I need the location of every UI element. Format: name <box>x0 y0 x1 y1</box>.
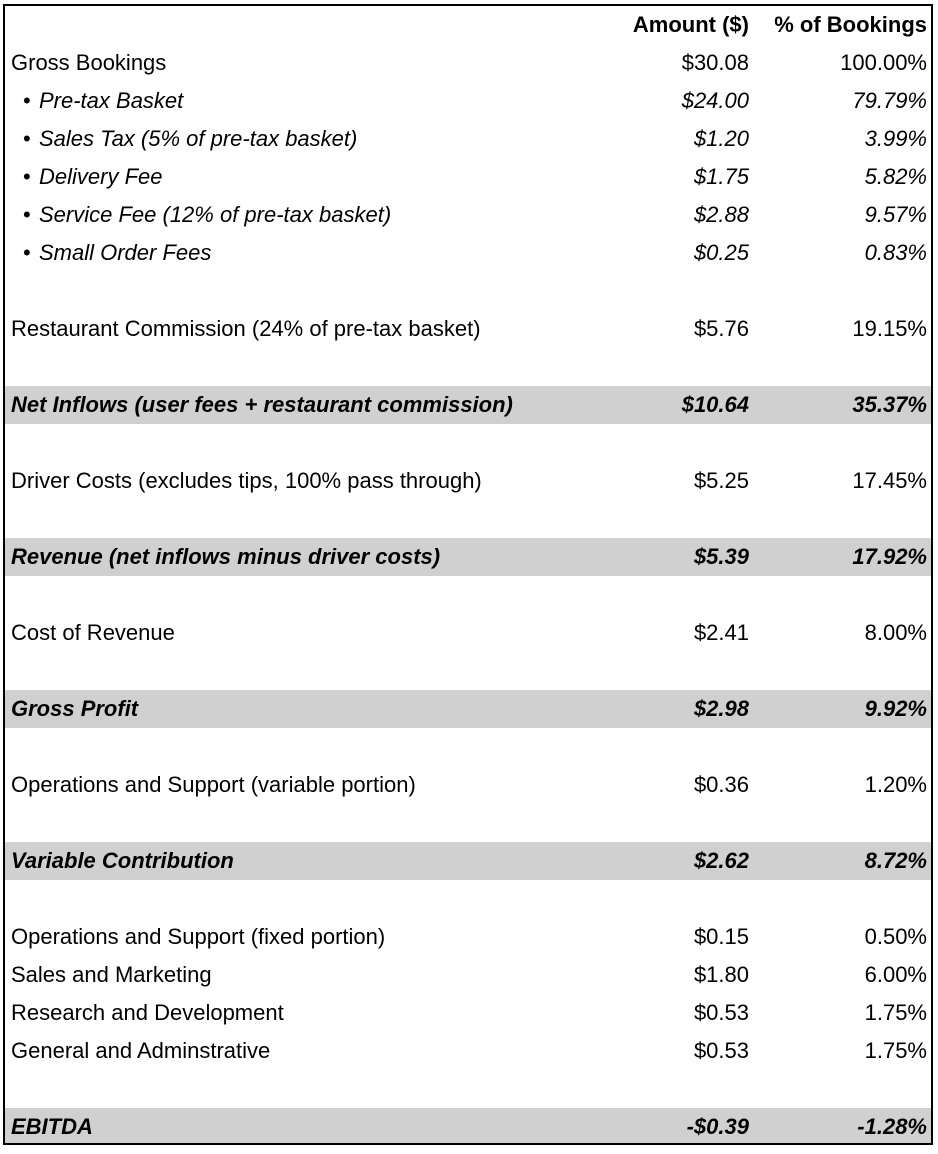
row-pct: 9.92% <box>864 696 927 721</box>
row-pct: 8.00% <box>864 620 927 645</box>
row-label: Cost of Revenue <box>11 620 175 645</box>
row-amount: $0.25 <box>693 240 749 265</box>
bullet-icon: • <box>23 202 31 227</box>
row-label: Small Order Fees <box>39 240 212 265</box>
header-row: Amount ($) % of Bookings <box>5 6 931 44</box>
row-amount: $5.25 <box>693 468 749 493</box>
row-pct: 19.15% <box>852 316 927 341</box>
row-revenue: Revenue (net inflows minus driver costs)… <box>5 538 931 576</box>
bullet-icon: • <box>23 126 31 151</box>
row-gross-profit: Gross Profit $2.98 9.92% <box>5 690 931 728</box>
spacer-row <box>5 804 931 842</box>
row-service-fee: • Service Fee (12% of pre-tax basket) $2.… <box>5 196 931 234</box>
row-pct: 0.50% <box>864 924 927 949</box>
row-pct: 100.00% <box>840 50 927 75</box>
row-label: Gross Bookings <box>11 50 167 75</box>
spacer-row <box>5 880 931 918</box>
row-label: Sales and Marketing <box>11 962 212 987</box>
bullet-icon: • <box>23 88 31 113</box>
row-amount: $2.88 <box>693 202 749 227</box>
row-gross-bookings: Gross Bookings $30.08 100.00% <box>5 44 931 82</box>
row-label: Operations and Support (fixed portion) <box>11 924 386 949</box>
row-restaurant-commission: Restaurant Commission (24% of pre-tax ba… <box>5 310 931 348</box>
spacer-row <box>5 1070 931 1108</box>
pct-header: % of Bookings <box>774 12 927 37</box>
row-label: Restaurant Commission (24% of pre-tax ba… <box>11 316 481 341</box>
row-sales-marketing: Sales and Marketing $1.80 6.00% <box>5 956 931 994</box>
row-amount: $5.76 <box>693 316 749 341</box>
row-pre-tax-basket: • Pre-tax Basket $24.00 79.79% <box>5 82 931 120</box>
row-amount: $24.00 <box>681 88 749 113</box>
row-label: Sales Tax (5% of pre-tax basket) <box>39 126 358 151</box>
spacer-row <box>5 728 931 766</box>
row-amount: $30.08 <box>681 50 749 75</box>
row-pct: 1.20% <box>864 772 927 797</box>
row-pct: 17.92% <box>852 544 927 569</box>
row-pct: 0.83% <box>864 240 927 265</box>
row-amount: $0.36 <box>693 772 749 797</box>
pnl-table: Amount ($) % of Bookings Gross Bookings … <box>3 4 933 1145</box>
row-general-admin: General and Adminstrative $0.53 1.75% <box>5 1032 931 1070</box>
spacer-row <box>5 348 931 386</box>
row-pct: 8.72% <box>864 848 927 873</box>
row-variable-contribution: Variable Contribution $2.62 8.72% <box>5 842 931 880</box>
spacer-row <box>5 652 931 690</box>
row-pct: 1.75% <box>864 1000 927 1025</box>
row-delivery-fee: • Delivery Fee $1.75 5.82% <box>5 158 931 196</box>
bullet-icon: • <box>23 164 31 189</box>
spacer-row <box>5 576 931 614</box>
row-label: EBITDA <box>11 1114 93 1139</box>
row-ops-support-fixed: Operations and Support (fixed portion) $… <box>5 918 931 956</box>
row-amount: $2.41 <box>693 620 749 645</box>
row-amount: $1.75 <box>693 164 749 189</box>
row-pct: 3.99% <box>864 126 927 151</box>
row-amount: $0.53 <box>693 1000 749 1025</box>
row-ops-support-variable: Operations and Support (variable portion… <box>5 766 931 804</box>
row-label: Delivery Fee <box>39 164 163 189</box>
row-label: Operations and Support (variable portion… <box>11 772 416 797</box>
row-research-development: Research and Development $0.53 1.75% <box>5 994 931 1032</box>
row-label: Service Fee (12% of pre-tax basket) <box>39 202 392 227</box>
amount-header: Amount ($) <box>632 12 749 37</box>
spacer-row <box>5 272 931 310</box>
row-amount: $10.64 <box>681 392 749 417</box>
row-pct: 1.75% <box>864 1038 927 1063</box>
row-label: Net Inflows (user fees + restaurant comm… <box>11 392 513 417</box>
row-net-inflows: Net Inflows (user fees + restaurant comm… <box>5 386 931 424</box>
bullet-icon: • <box>23 240 31 265</box>
row-amount: $1.20 <box>693 126 749 151</box>
row-small-order-fees: • Small Order Fees $0.25 0.83% <box>5 234 931 272</box>
spacer-row <box>5 424 931 462</box>
row-label: Revenue (net inflows minus driver costs) <box>11 544 441 569</box>
row-pct: 79.79% <box>852 88 927 113</box>
row-label: Pre-tax Basket <box>39 88 184 113</box>
row-sales-tax: • Sales Tax (5% of pre-tax basket) $1.20 … <box>5 120 931 158</box>
row-label: Variable Contribution <box>11 848 234 873</box>
row-amount: $5.39 <box>693 544 749 569</box>
row-amount: $0.53 <box>693 1038 749 1063</box>
row-pct: 5.82% <box>864 164 927 189</box>
row-driver-costs: Driver Costs (excludes tips, 100% pass t… <box>5 462 931 500</box>
row-pct: 9.57% <box>864 202 927 227</box>
row-label: Driver Costs (excludes tips, 100% pass t… <box>11 468 482 493</box>
row-amount: $1.80 <box>693 962 749 987</box>
row-amount: -$0.39 <box>686 1114 749 1139</box>
row-label: Research and Development <box>11 1000 284 1025</box>
row-pct: 6.00% <box>864 962 927 987</box>
row-cost-of-revenue: Cost of Revenue $2.41 8.00% <box>5 614 931 652</box>
row-pct: -1.28% <box>857 1114 927 1139</box>
row-amount: $2.98 <box>693 696 749 721</box>
spacer-row <box>5 500 931 538</box>
row-pct: 35.37% <box>852 392 927 417</box>
row-label: Gross Profit <box>11 696 139 721</box>
row-amount: $0.15 <box>693 924 749 949</box>
row-pct: 17.45% <box>852 468 927 493</box>
row-ebitda: EBITDA -$0.39 -1.28% <box>5 1108 931 1143</box>
row-label: General and Adminstrative <box>11 1038 271 1063</box>
row-amount: $2.62 <box>693 848 749 873</box>
